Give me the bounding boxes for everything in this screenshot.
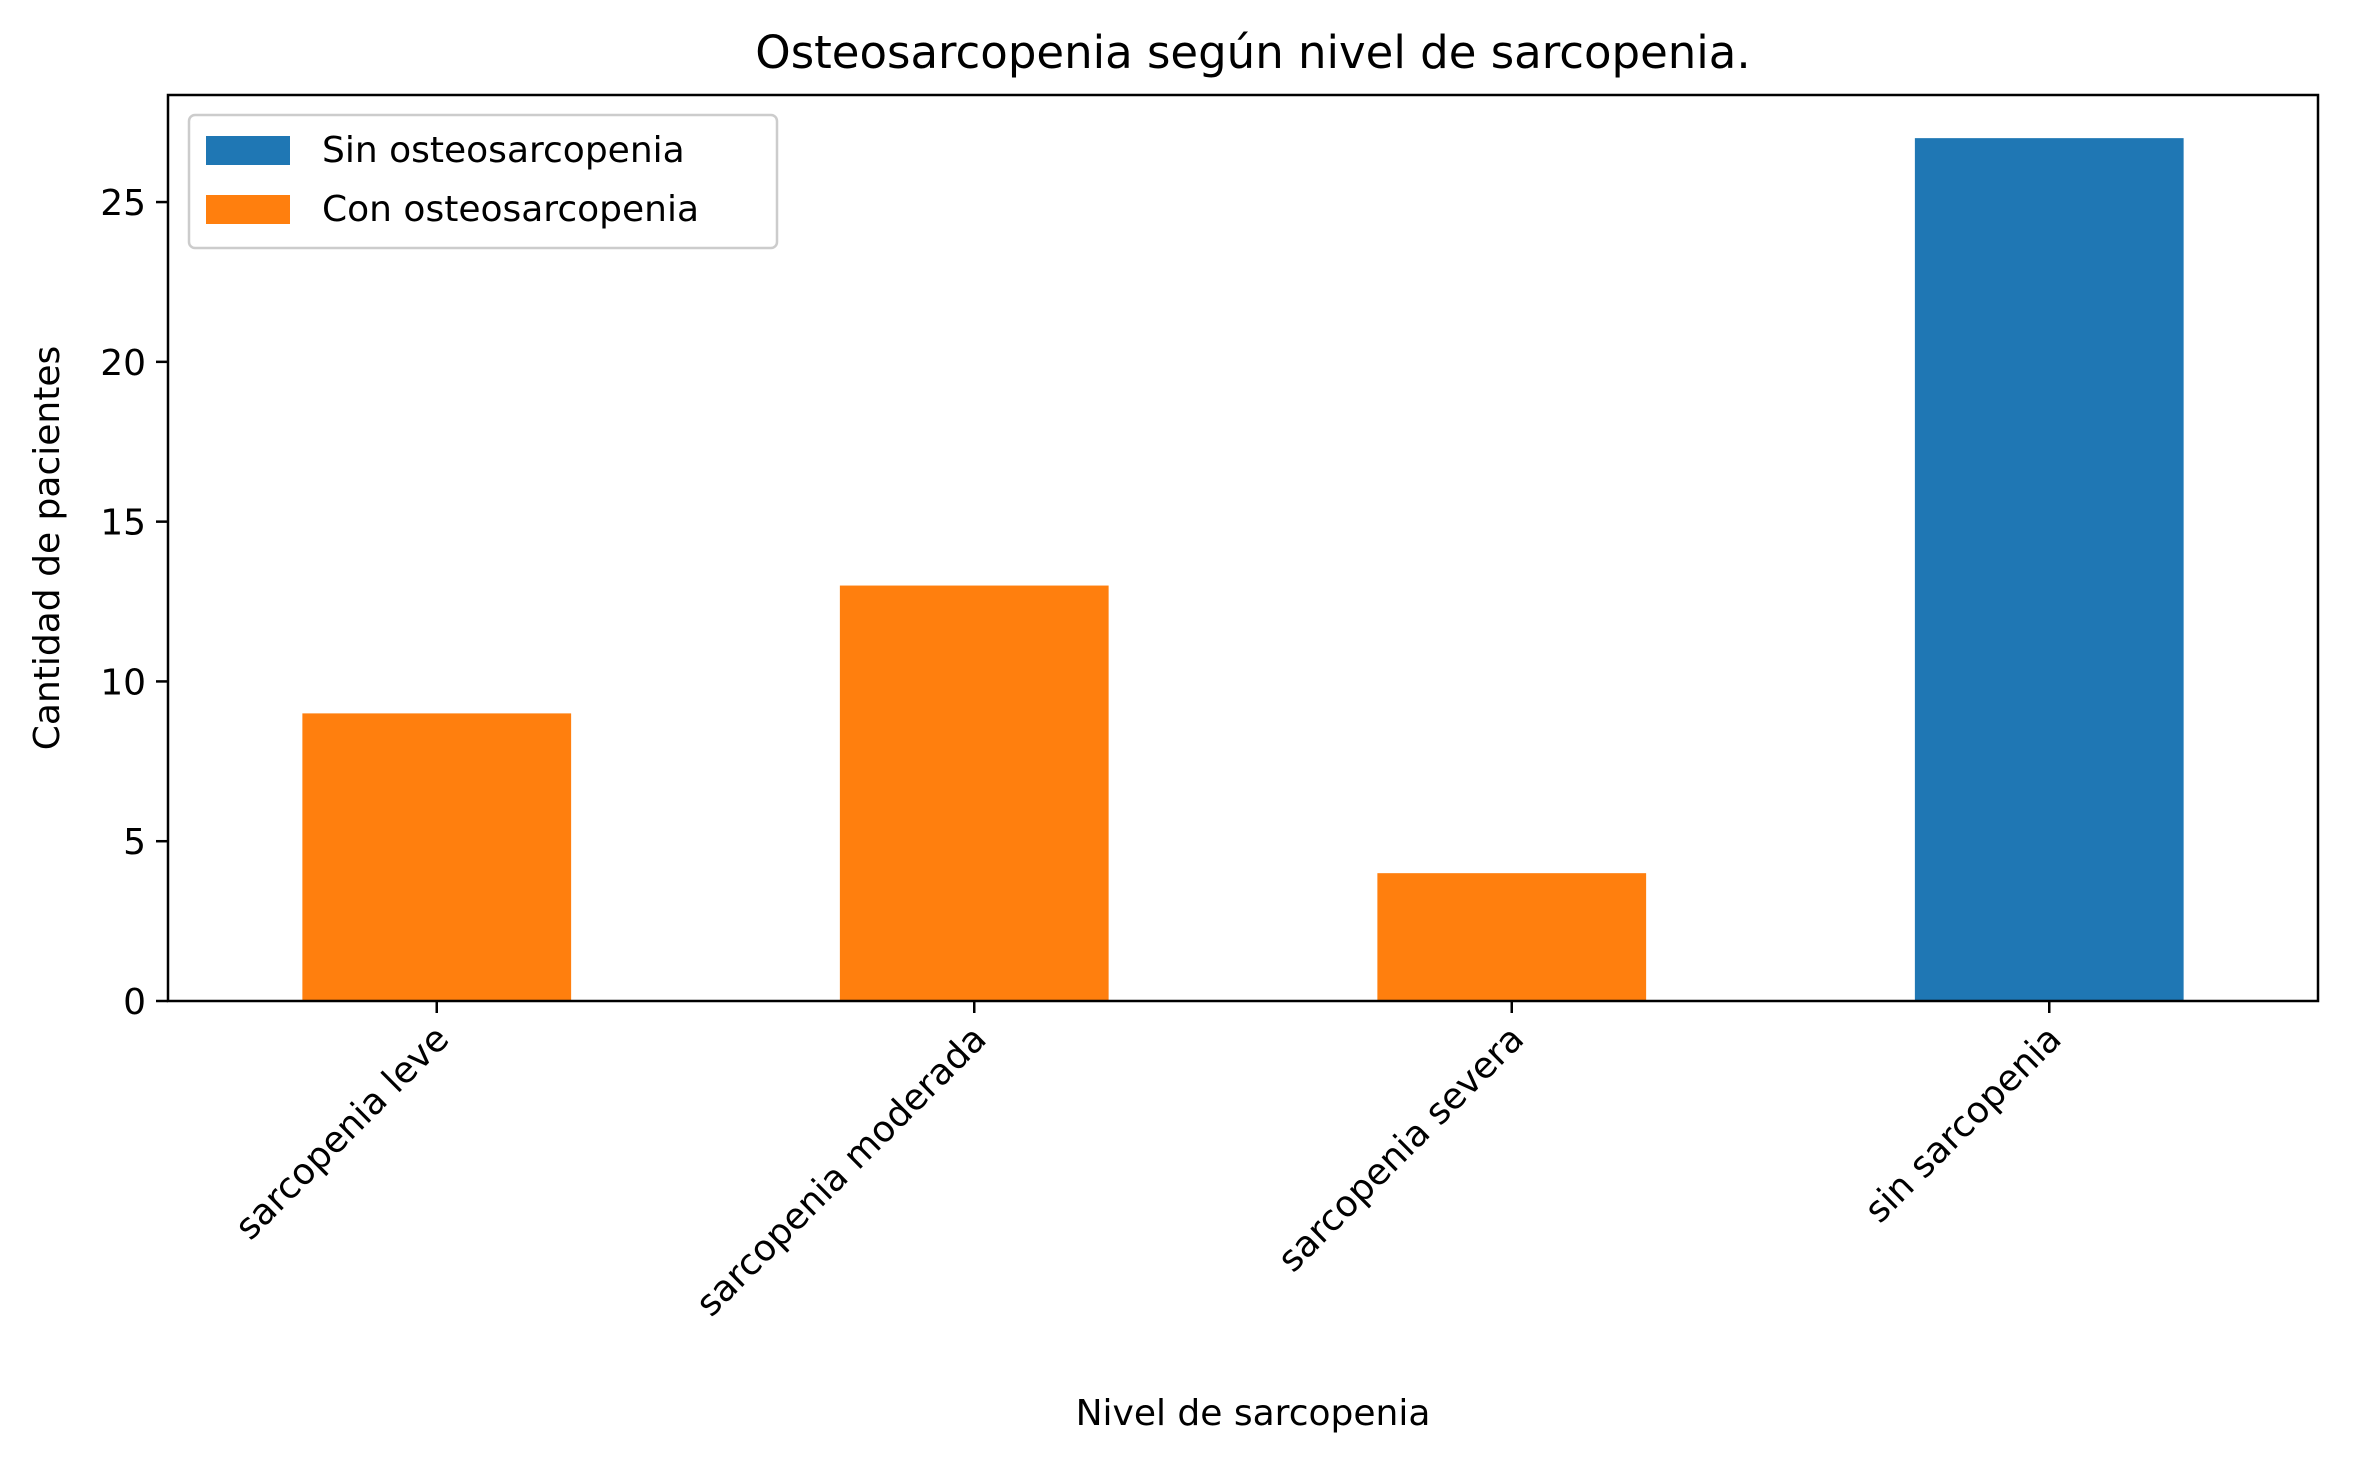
chart-title: Osteosarcopenia según nivel de sarcopeni… xyxy=(755,26,1750,79)
legend-swatch-con-osteosarcopenia xyxy=(206,195,290,224)
y-tick-label-0: 0 xyxy=(123,982,146,1023)
legend-label-sin-osteosarcopenia: Sin osteosarcopenia xyxy=(322,130,685,171)
bars-group xyxy=(302,138,2184,1002)
bar-sarcopenia-leve-con-osteosarcopenia xyxy=(302,713,572,1001)
y-tick-label-10: 10 xyxy=(100,662,146,703)
bar-sarcopenia-moderada-con-osteosarcopenia xyxy=(839,585,1109,1001)
x-tick-label-sarcopenia-severa: sarcopenia severa xyxy=(1270,1018,1532,1280)
y-tick-label-20: 20 xyxy=(100,343,146,384)
bar-sarcopenia-severa-con-osteosarcopenia xyxy=(1377,873,1647,1001)
legend-box xyxy=(187,113,779,250)
legend-swatch-sin-osteosarcopenia xyxy=(206,136,290,165)
y-tick-label-15: 15 xyxy=(100,503,146,544)
y-tick-label-5: 5 xyxy=(123,822,146,863)
y-axis-label: Cantidad de pacientes xyxy=(27,346,68,750)
legend-label-con-osteosarcopenia: Con osteosarcopenia xyxy=(322,189,699,230)
x-tick-label-sarcopenia-leve: sarcopenia leve xyxy=(228,1018,458,1248)
bar-sin-sarcopenia-sin-osteosarcopenia xyxy=(1914,138,2184,1002)
x-axis-label: Nivel de sarcopenia xyxy=(1076,1393,1431,1434)
legend: Sin osteosarcopenia Con osteosarcopenia xyxy=(187,113,779,250)
plot-frame xyxy=(166,93,2320,1003)
x-axis: sarcopenia leve sarcopenia moderada sarcop… xyxy=(228,1001,2070,1324)
y-axis: 0 5 10 15 20 25 xyxy=(100,183,168,1023)
x-tick-label-sarcopenia-moderada: sarcopenia moderada xyxy=(689,1018,995,1324)
x-tick-label-sin-sarcopenia: sin sarcopenia xyxy=(1857,1018,2070,1231)
y-tick-label-25: 25 xyxy=(100,183,146,224)
